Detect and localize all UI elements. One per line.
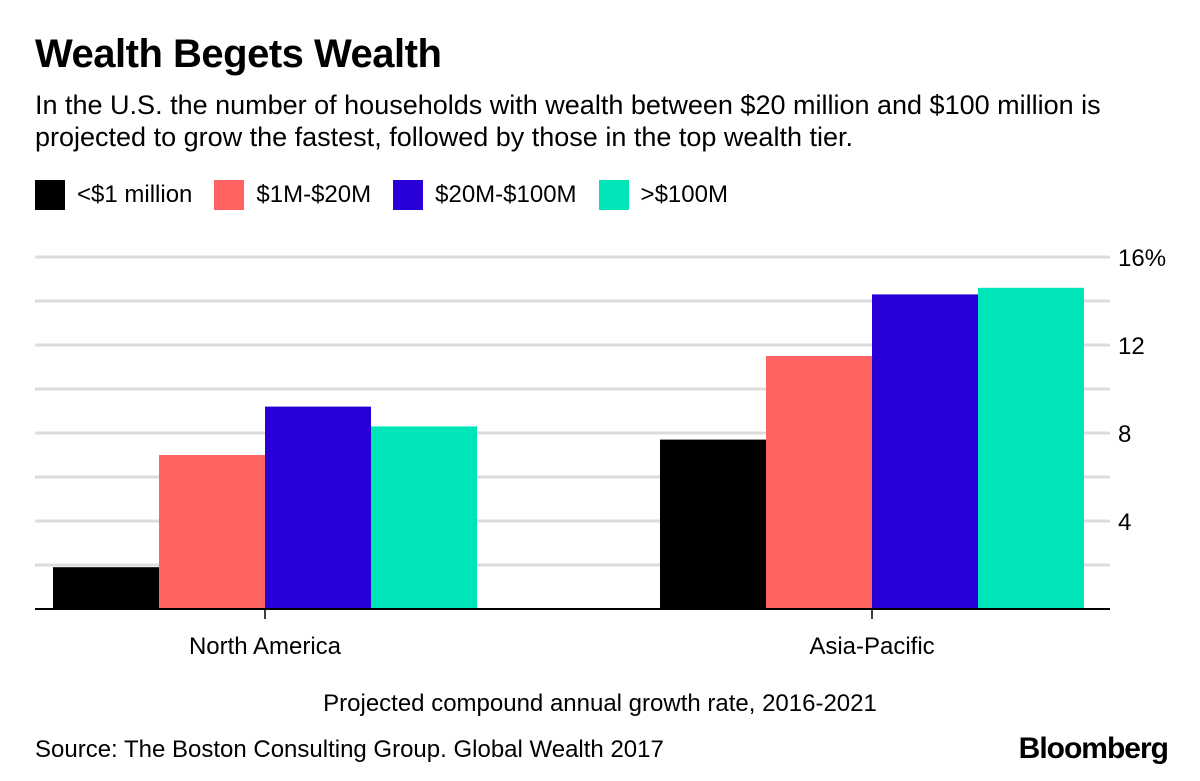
bar [159, 455, 265, 609]
y-tick-label: 16% [1118, 245, 1166, 272]
legend-label: $20M-$100M [435, 181, 577, 208]
x-tick-label: Asia-Pacific [809, 633, 934, 660]
legend-swatch [214, 180, 245, 210]
legend-swatch [598, 180, 629, 210]
chart-title: Wealth Begets Wealth [35, 32, 442, 76]
bar [872, 294, 978, 609]
bar [978, 287, 1084, 609]
legend: <$1 million $1M-$20M $20M-$100M >$100M [35, 180, 750, 210]
legend-label: <$1 million [77, 181, 193, 208]
chart-subtitle: In the U.S. the number of households wit… [35, 90, 1101, 152]
bar [766, 356, 872, 609]
bar [265, 406, 371, 609]
source-note: Source: The Boston Consulting Group. Glo… [35, 736, 664, 763]
y-tick-label: 12 [1118, 333, 1145, 360]
legend-item: $1M-$20M [214, 180, 371, 210]
bar [53, 567, 159, 609]
legend-item: >$100M [598, 180, 728, 210]
bar [371, 426, 477, 609]
y-tick-label: 8 [1118, 421, 1131, 448]
x-axis-label: Projected compound annual growth rate, 2… [323, 690, 877, 717]
x-tick-label: North America [189, 633, 342, 660]
bloomberg-logo: Bloomberg [1018, 732, 1169, 765]
bar [660, 439, 766, 609]
legend-swatch [35, 180, 65, 210]
legend-label: $1M-$20M [256, 181, 372, 208]
legend-swatch [393, 180, 424, 210]
y-tick-label: 4 [1118, 509, 1131, 536]
legend-item: $20M-$100M [393, 180, 577, 210]
legend-label: >$100M [640, 181, 728, 208]
legend-item: <$1 million [35, 180, 192, 210]
